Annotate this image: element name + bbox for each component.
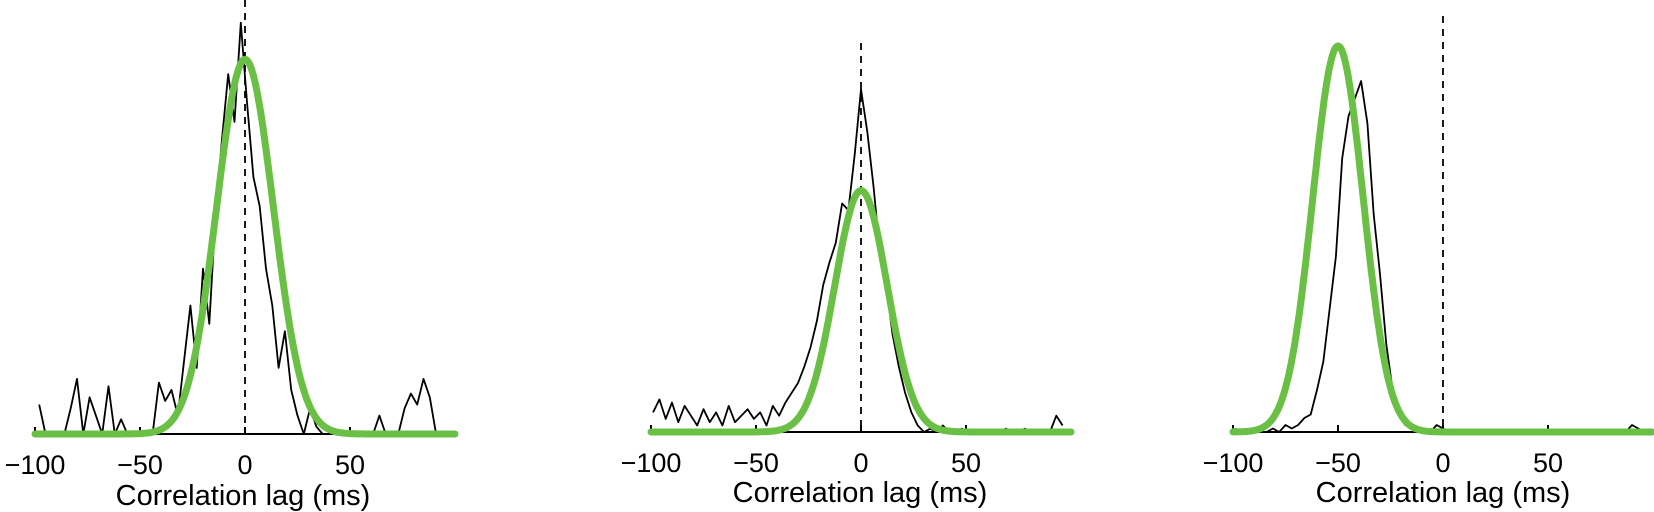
x-tick-label: 50 [335,450,365,480]
x-axis-title: Correlation lag (ms) [733,477,988,509]
x-axis-title: Correlation lag (ms) [1316,477,1571,509]
x-tick-label: 0 [853,448,868,478]
x-tick-label: 0 [237,450,252,480]
x-axis-title: Correlation lag (ms) [116,480,371,512]
x-tick-label: −50 [117,450,163,480]
x-tick-label: 50 [1533,448,1563,478]
x-tick-label: −100 [621,448,682,478]
gaussian-fit-curve [31,55,459,438]
x-tick-label: −50 [733,448,779,478]
correlation-histogram-trace [652,88,1064,433]
gaussian-fit-curve [1229,42,1654,436]
x-tick-label: −100 [5,450,66,480]
chart-panel-right: Correlation lag (ms) −100 −50 0 50 [1203,16,1654,509]
x-tick-label: 50 [951,448,981,478]
x-tick-label: 0 [1435,448,1450,478]
chart-panel-middle: Correlation lag (ms) −100 −50 0 50 [621,43,1075,509]
gaussian-fit-curve [647,187,1075,436]
x-tick-label: −50 [1315,448,1361,478]
correlation-histogram-trace [1234,80,1646,433]
x-tick-label: −100 [1203,448,1264,478]
correlation-histogram-trace [38,21,443,435]
chart-panel-left: Correlation lag (ms) −100 −50 0 50 [5,0,459,512]
